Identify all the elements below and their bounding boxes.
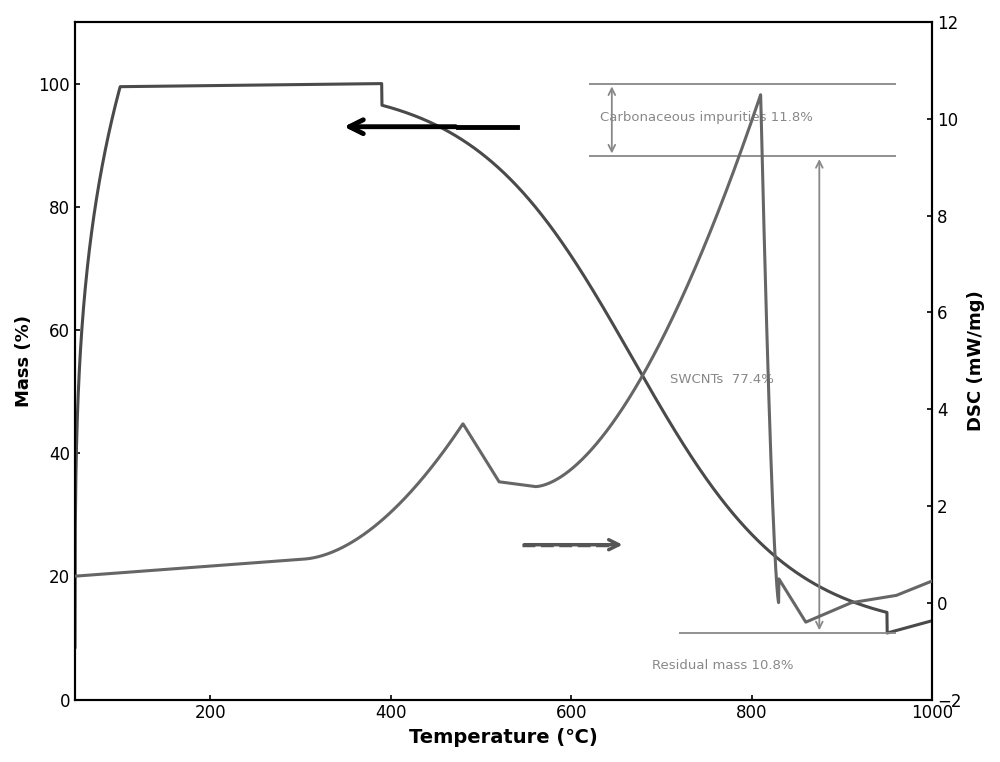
X-axis label: Temperature (℃): Temperature (℃) [409,728,598,747]
Text: Carbonaceous impurities 11.8%: Carbonaceous impurities 11.8% [600,111,813,124]
Text: SWCNTs  77.4%: SWCNTs 77.4% [670,373,774,386]
Y-axis label: Mass (%): Mass (%) [15,315,33,407]
Y-axis label: DSC (mW/mg): DSC (mW/mg) [967,290,985,431]
Text: Residual mass 10.8%: Residual mass 10.8% [652,659,794,672]
